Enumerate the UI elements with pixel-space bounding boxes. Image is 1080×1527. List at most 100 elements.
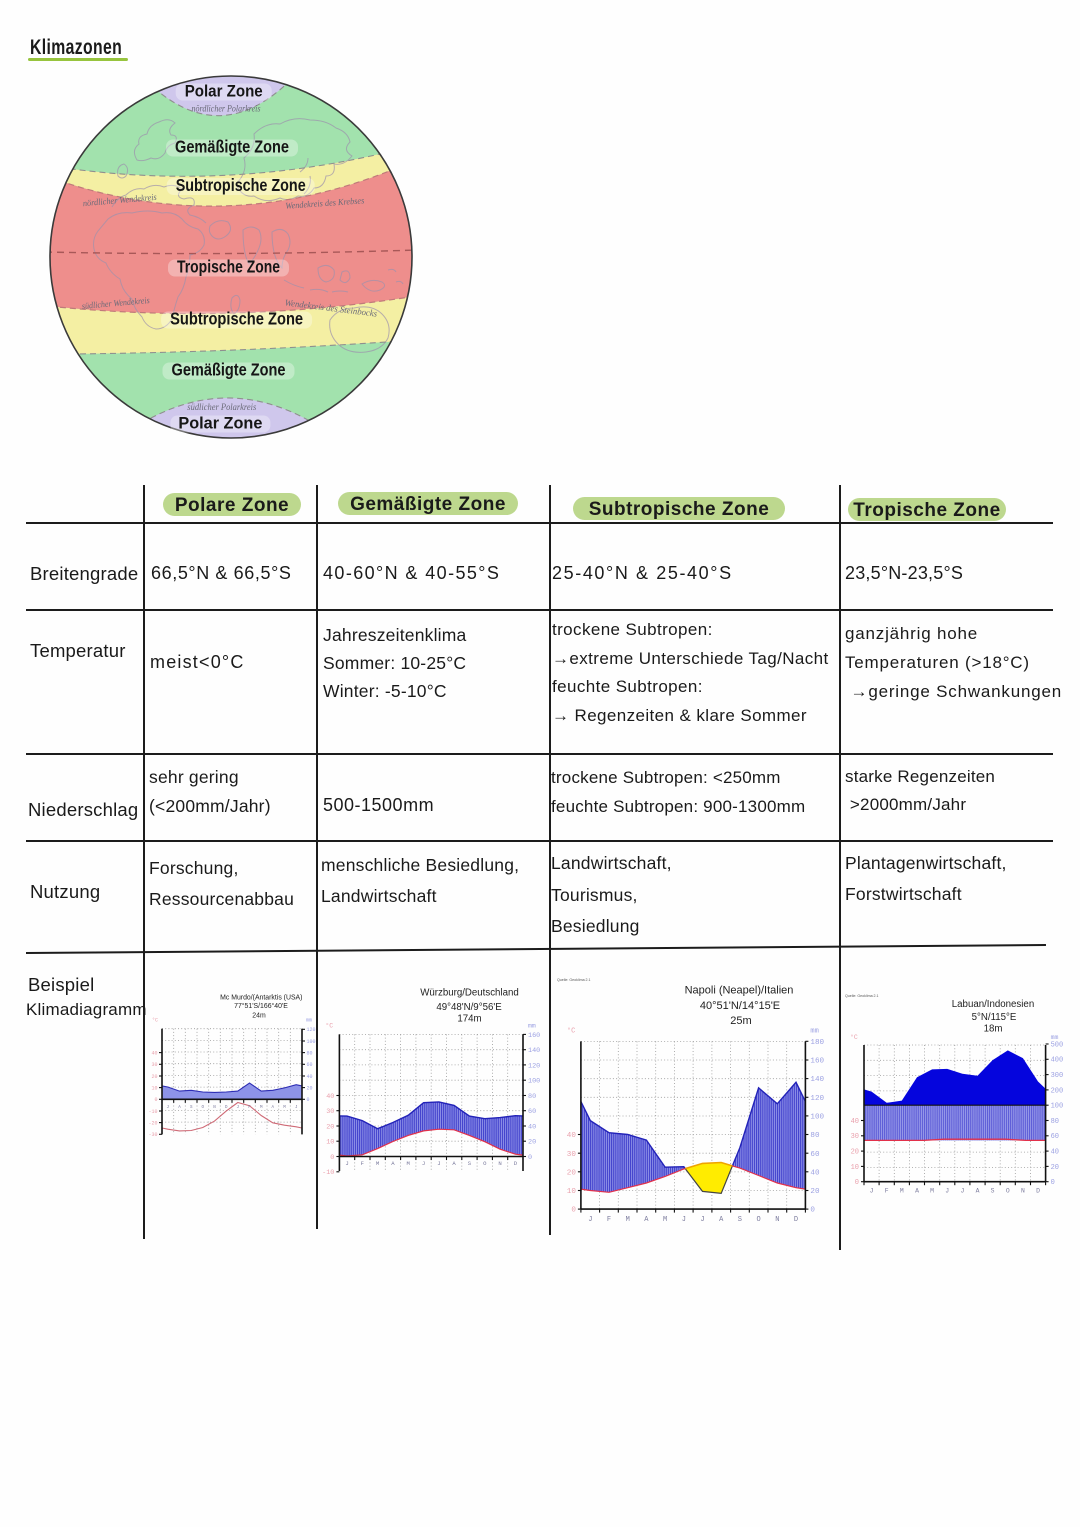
svg-text:Tropische Zone: Tropische Zone	[177, 257, 280, 277]
svg-text:Gemäßigte Zone: Gemäßigte Zone	[175, 137, 289, 157]
svg-text:Labuan/Indonesien: Labuan/Indonesien	[952, 999, 1034, 1010]
svg-text:40: 40	[1051, 1149, 1059, 1157]
svg-text:100: 100	[307, 1039, 316, 1045]
svg-text:180: 180	[810, 1039, 824, 1047]
svg-text:49°48'N/9°56'E: 49°48'N/9°56'E	[436, 1002, 502, 1013]
svg-text:D: D	[225, 1106, 228, 1110]
svg-text:J: J	[437, 1160, 440, 1167]
svg-text:Subtropische Zone: Subtropische Zone	[176, 175, 306, 195]
svg-text:N: N	[1021, 1188, 1025, 1195]
svg-text:100: 100	[1051, 1103, 1064, 1111]
svg-text:120: 120	[810, 1095, 824, 1103]
svg-text:160: 160	[810, 1058, 824, 1066]
svg-text:20: 20	[326, 1123, 334, 1131]
svg-text:A: A	[915, 1188, 919, 1195]
svg-text:25m: 25m	[730, 1015, 751, 1027]
svg-text:10: 10	[851, 1164, 859, 1172]
svg-text:Mc Murdo/(Antarktis (USA): Mc Murdo/(Antarktis (USA)	[220, 994, 302, 1001]
svg-text:Subtropische Zone: Subtropische Zone	[170, 309, 303, 329]
svg-text:J: J	[237, 1106, 240, 1110]
svg-text:°C: °C	[850, 1033, 858, 1041]
svg-text:mm: mm	[1051, 1034, 1059, 1041]
svg-text:Würzburg/Deutschland: Würzburg/Deutschland	[420, 988, 519, 999]
svg-text:0: 0	[855, 1179, 859, 1187]
svg-text:40°51'N/14°15'E: 40°51'N/14°15'E	[700, 1000, 780, 1012]
svg-text:J: J	[870, 1188, 874, 1195]
svg-text:200: 200	[1051, 1087, 1064, 1095]
svg-text:S: S	[991, 1188, 995, 1195]
svg-text:40: 40	[326, 1093, 334, 1101]
svg-text:N: N	[213, 1106, 216, 1110]
svg-text:20: 20	[528, 1139, 536, 1147]
svg-text:A: A	[452, 1160, 456, 1167]
svg-text:A: A	[719, 1216, 724, 1224]
svg-text:nördlicher Polarkreis: nördlicher Polarkreis	[192, 104, 261, 114]
svg-text:Gemäßigte Zone: Gemäßigte Zone	[172, 360, 286, 380]
svg-text:140: 140	[810, 1076, 824, 1084]
svg-text:A: A	[178, 1106, 181, 1110]
svg-text:J: J	[945, 1188, 949, 1195]
svg-text:J: J	[345, 1160, 348, 1167]
svg-text:0: 0	[154, 1097, 157, 1103]
svg-text:°C: °C	[152, 1018, 158, 1024]
svg-text:140: 140	[528, 1047, 540, 1055]
svg-text:Polar Zone: Polar Zone	[185, 83, 263, 101]
svg-text:M: M	[376, 1160, 379, 1167]
svg-text:10: 10	[151, 1085, 157, 1091]
svg-text:O: O	[1006, 1188, 1010, 1195]
svg-text:20: 20	[851, 1149, 859, 1157]
svg-text:20: 20	[810, 1188, 820, 1196]
svg-text:D: D	[794, 1216, 798, 1224]
svg-text:30: 30	[567, 1151, 577, 1159]
svg-text:60: 60	[528, 1108, 536, 1116]
svg-text:18m: 18m	[984, 1024, 1003, 1035]
svg-text:40: 40	[151, 1050, 157, 1056]
svg-text:40: 40	[528, 1123, 536, 1131]
svg-text:0: 0	[1051, 1179, 1055, 1187]
svg-text:M: M	[283, 1106, 286, 1110]
svg-text:M: M	[930, 1188, 934, 1195]
svg-text:120: 120	[307, 1027, 316, 1033]
svg-text:A: A	[391, 1160, 395, 1167]
svg-text:60: 60	[307, 1062, 313, 1068]
svg-text:F: F	[885, 1188, 889, 1195]
svg-text:40: 40	[851, 1118, 859, 1126]
svg-text:südlicher Polarkreis: südlicher Polarkreis	[187, 402, 256, 412]
svg-text:60: 60	[1051, 1133, 1059, 1141]
svg-text:5°N/115°E: 5°N/115°E	[972, 1012, 1017, 1023]
svg-text:100: 100	[528, 1078, 540, 1086]
svg-text:S: S	[468, 1160, 472, 1167]
svg-text:30: 30	[851, 1133, 859, 1141]
svg-text:20: 20	[151, 1074, 157, 1080]
svg-text:M: M	[663, 1216, 667, 1224]
svg-text:Quelle: Geoklima 2.1: Quelle: Geoklima 2.1	[557, 978, 591, 982]
svg-text:F: F	[361, 1160, 364, 1167]
svg-text:10: 10	[567, 1188, 577, 1196]
svg-text:100: 100	[810, 1114, 824, 1122]
svg-text:0: 0	[330, 1154, 334, 1162]
svg-text:24m: 24m	[252, 1012, 266, 1019]
svg-text:D: D	[514, 1160, 518, 1167]
svg-text:0: 0	[810, 1207, 815, 1215]
svg-text:500: 500	[1051, 1041, 1064, 1049]
svg-text:Quelle: Geoklima 2.1: Quelle: Geoklima 2.1	[845, 994, 879, 998]
svg-text:M: M	[626, 1216, 630, 1224]
svg-text:J: J	[295, 1106, 298, 1110]
svg-text:80: 80	[307, 1050, 313, 1056]
svg-text:-10: -10	[148, 1109, 157, 1115]
svg-text:10: 10	[326, 1139, 334, 1147]
svg-text:-20: -20	[148, 1120, 157, 1126]
svg-text:Napoli (Neapel)/Italien: Napoli (Neapel)/Italien	[685, 985, 794, 997]
svg-text:J: J	[588, 1216, 592, 1224]
svg-text:Polar Zone: Polar Zone	[178, 415, 262, 433]
svg-text:80: 80	[810, 1132, 820, 1140]
svg-text:J: J	[700, 1216, 704, 1224]
svg-text:D: D	[1036, 1188, 1040, 1195]
svg-text:20: 20	[567, 1169, 577, 1177]
svg-text:mm: mm	[528, 1022, 536, 1029]
svg-text:20: 20	[1051, 1164, 1059, 1172]
svg-text:M: M	[407, 1160, 410, 1167]
svg-text:mm: mm	[810, 1027, 818, 1035]
svg-text:160: 160	[528, 1032, 540, 1040]
svg-text:F: F	[607, 1216, 611, 1224]
